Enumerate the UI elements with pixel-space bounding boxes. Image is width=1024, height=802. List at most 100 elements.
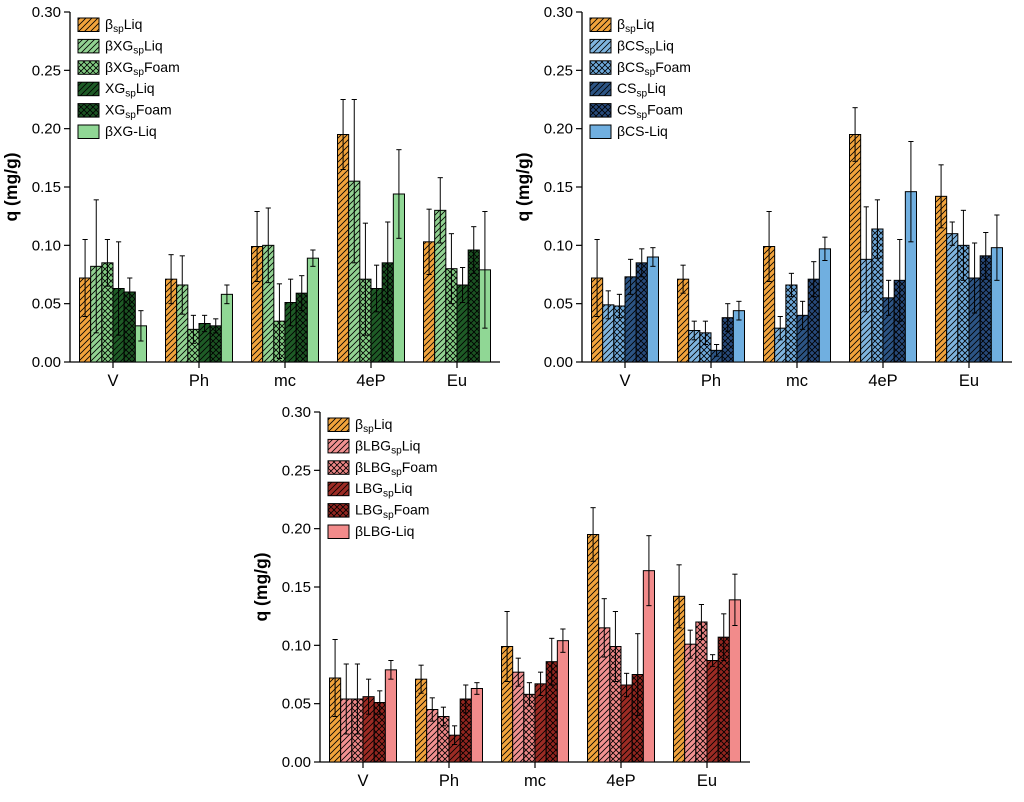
bar-hatch — [808, 279, 820, 362]
legend-swatch-hatch — [78, 39, 99, 53]
bar — [221, 294, 233, 362]
bar-hatch — [722, 317, 734, 362]
bar-hatch — [797, 315, 809, 362]
legend-swatch-outline — [589, 38, 612, 54]
x-tick-label: V — [357, 772, 368, 790]
legend-label: βLBG-Liq — [355, 523, 414, 539]
bar-hatch — [374, 702, 386, 762]
y-tick-label: 0.30 — [282, 404, 311, 421]
legend-swatch-hatch — [328, 482, 349, 496]
bar-hatch — [609, 646, 621, 762]
bar-hatch — [699, 332, 711, 362]
bar-hatch — [449, 735, 461, 762]
legend-label: βXG-Liq — [105, 123, 157, 139]
bar-chart-lbg: 0.00 0.05 0.10 0.15 0.20 0.25 0.30 q (mg/g) V Ph m… — [251, 404, 750, 790]
bar — [393, 194, 405, 362]
bar-hatch — [774, 328, 786, 362]
bar — [385, 669, 397, 762]
y-axis-label: q (mg/g) — [513, 152, 533, 221]
bar-hatch — [636, 262, 648, 362]
legend-swatch-outline — [77, 103, 100, 118]
x-tick-label: Eu — [959, 372, 979, 390]
bar-hatch — [457, 285, 469, 362]
bar-hatch — [363, 696, 375, 762]
y-tick-label: 0.05 — [32, 296, 61, 313]
legend-label: XGspFoam — [105, 102, 172, 121]
bar-hatch — [348, 181, 360, 362]
legend-swatch-hatch — [590, 103, 611, 118]
legend-swatch-hatch — [78, 60, 99, 75]
legend-swatch-hatch — [328, 439, 349, 453]
legend-swatch-hatch — [590, 18, 611, 32]
bar-hatch — [684, 644, 696, 762]
bar-hatch — [382, 262, 394, 362]
x-tick-label: Ph — [189, 372, 209, 390]
legend-swatch-hatch — [78, 82, 99, 96]
bar-hatch — [101, 262, 113, 362]
y-tick-label: 0.20 — [282, 521, 311, 538]
bar-hatch — [445, 268, 457, 362]
bar-hatch — [501, 646, 513, 762]
legend-label: βspLiq — [617, 16, 654, 35]
bar — [647, 257, 659, 362]
bar-hatch — [176, 285, 188, 362]
legend-label: βLBGspLiq — [355, 437, 420, 456]
x-tick-label: Eu — [697, 772, 717, 790]
bar-hatch — [935, 196, 947, 362]
bar — [643, 570, 655, 762]
bar-hatch — [165, 279, 177, 362]
legend-swatch-outline — [77, 38, 100, 54]
legend-label: XGspLiq — [105, 80, 155, 99]
bar-hatch — [329, 678, 341, 762]
legend-swatch-hatch — [328, 460, 349, 475]
y-tick-label: 0.15 — [544, 179, 573, 196]
chart-panel-lbg: 0.00 0.05 0.10 0.15 0.20 0.25 0.30 q (mg/g) V Ph m… — [250, 402, 762, 802]
y-tick-label: 0.15 — [32, 179, 61, 196]
x-tick-label: Ph — [701, 372, 721, 390]
legend-swatch-hatch — [78, 103, 99, 118]
x-tick-label: 4eP — [868, 372, 897, 390]
legend-swatch-outline — [77, 81, 100, 97]
bar-hatch — [426, 709, 438, 762]
legend-swatch-outline — [77, 17, 100, 32]
y-tick-label: 0.20 — [544, 121, 573, 138]
bar-hatch — [434, 210, 446, 362]
legend-label: βCS-Liq — [617, 123, 668, 139]
legend-swatch-hatch — [590, 82, 611, 96]
bar-hatch — [523, 694, 535, 762]
x-tick-label: Ph — [439, 772, 459, 790]
bar-hatch — [969, 278, 981, 362]
bar-hatch — [199, 323, 211, 362]
legend-label: CSspLiq — [617, 80, 666, 99]
y-axis-label: q (mg/g) — [251, 552, 271, 621]
bar — [307, 258, 319, 362]
y-axis-label: q (mg/g) — [1, 152, 21, 221]
bar-hatch — [337, 134, 349, 362]
y-tick-label: 0.10 — [544, 237, 573, 254]
bar-hatch — [632, 674, 644, 762]
bar-hatch — [871, 229, 883, 362]
bar-hatch — [785, 285, 797, 362]
bar-hatch — [587, 534, 599, 762]
x-tick-label: mc — [786, 372, 808, 390]
y-tick-label: 0.25 — [282, 462, 311, 479]
bar-hatch — [124, 292, 136, 362]
bar-hatch — [718, 637, 730, 762]
legend-label: βCSspFoam — [617, 59, 691, 78]
legend-label: βspLiq — [105, 16, 142, 35]
bar — [905, 191, 917, 362]
x-tick-label: mc — [274, 372, 296, 390]
bar-hatch — [673, 596, 685, 762]
bar-hatch — [79, 278, 91, 362]
bar — [991, 247, 1003, 362]
bar-chart-cs: 0.00 0.05 0.10 0.15 0.20 0.25 0.30 q (mg/g) V Ph m… — [513, 4, 1012, 390]
bar-hatch — [437, 716, 449, 762]
legend-swatch-outline — [589, 124, 612, 139]
legend-swatch-hatch — [590, 60, 611, 75]
legend-label: βspLiq — [355, 416, 392, 435]
y-tick-label: 0.25 — [32, 62, 61, 79]
y-tick-label: 0.10 — [282, 637, 311, 654]
bar-chart-xg: 0.00 0.05 0.10 0.15 0.20 0.25 0.30 q (mg/g) V Ph m… — [1, 4, 500, 390]
legend-swatch-outline — [327, 438, 350, 454]
y-tick-label: 0.30 — [544, 4, 573, 21]
